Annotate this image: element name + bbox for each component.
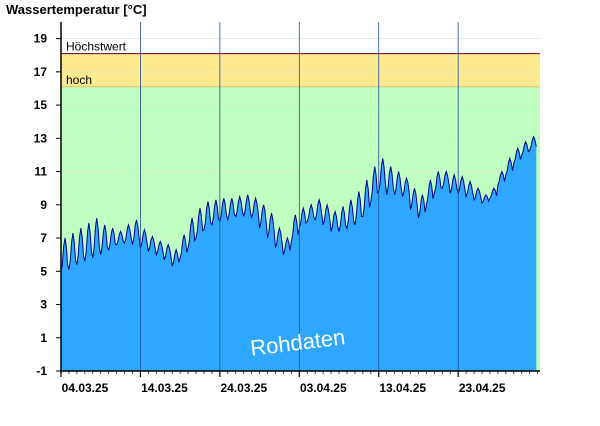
y-axis-ticks: 19 17 15 13 11 9 7 5 3 1 -1 xyxy=(34,32,61,378)
y-tick-label: 1 xyxy=(40,331,47,345)
band-hoch xyxy=(61,53,540,87)
x-tick-label: 14.03.25 xyxy=(141,381,188,395)
x-tick-label: 04.03.25 xyxy=(62,381,109,395)
date-separators xyxy=(140,22,459,371)
y-tick-label: 3 xyxy=(40,298,47,312)
y-tick-label: -1 xyxy=(36,364,47,378)
x-tick-label: 03.04.25 xyxy=(300,381,347,395)
x-tick-label: 13.04.25 xyxy=(379,381,426,395)
y-tick-label: 5 xyxy=(40,264,47,278)
y-tick-label: 9 xyxy=(40,198,47,212)
x-tick-label: 24.03.25 xyxy=(221,381,268,395)
y-tick-label: 13 xyxy=(34,131,48,145)
x-axis-ticks: 04.03.25 14.03.25 24.03.25 03.04.25 13.04.25… xyxy=(60,371,538,395)
y-tick-label: 15 xyxy=(34,98,48,112)
band-above-max xyxy=(61,22,540,54)
y-tick-label: 19 xyxy=(34,32,48,46)
chart-title: Wassertemperatur [°C] xyxy=(6,2,147,17)
y-tick-label: 17 xyxy=(34,65,48,79)
temperature-fill xyxy=(61,136,537,371)
y-tick-label: 7 xyxy=(40,231,47,245)
x-tick-label: 23.04.25 xyxy=(459,381,506,395)
hoch-label: hoch xyxy=(66,73,92,87)
y-tick-label: 11 xyxy=(34,165,47,179)
hoechstwert-label: Höchstwert xyxy=(66,40,127,54)
